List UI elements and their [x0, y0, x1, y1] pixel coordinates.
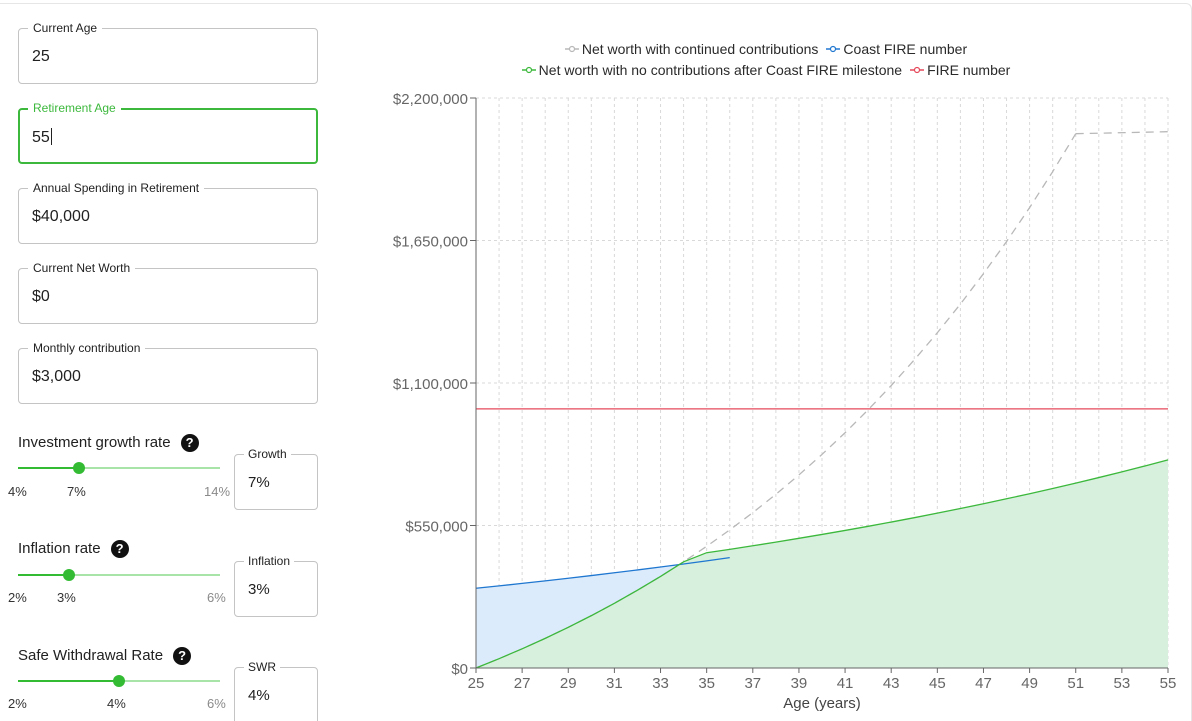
legend-item-continued[interactable]: Net worth with continued contributions — [564, 41, 819, 57]
legend-label-fire: FIRE number — [927, 62, 1011, 78]
growth-slider-fill — [18, 467, 79, 469]
legend-item-no-contrib[interactable]: Net worth with no contributions after Co… — [521, 62, 903, 78]
legend-marker-no-contrib — [521, 66, 536, 74]
inflation-field-value[interactable]: 3% — [248, 581, 270, 598]
swr-title: Safe Withdrawal Rate ? — [18, 647, 192, 665]
legend-label-coast: Coast FIRE number — [843, 41, 968, 57]
retirement-age-input[interactable]: 55 — [32, 128, 52, 147]
x-tick-label: 47 — [975, 675, 992, 692]
inflation-min-mark: 2% — [8, 590, 27, 605]
growth-rate-title: Investment growth rate ? — [18, 434, 199, 452]
legend-marker-coast — [826, 45, 841, 53]
x-tick-label: 37 — [744, 675, 761, 692]
legend-label-no-contrib: Net worth with no contributions after Co… — [538, 62, 903, 78]
growth-slider-thumb[interactable] — [72, 462, 85, 474]
retirement-age-value[interactable]: 55 — [32, 129, 50, 146]
x-tick-label: 51 — [1067, 675, 1084, 692]
x-tick-label: 35 — [698, 675, 715, 692]
monthly-contribution-value[interactable]: $3,000 — [32, 368, 81, 385]
continued-contributions-line-end — [1075, 131, 1169, 135]
net-worth-value[interactable]: $0 — [32, 288, 50, 305]
current-age-label: Current Age — [28, 21, 103, 35]
inflation-value-mark: 3% — [57, 590, 76, 605]
inflation-slider-thumb[interactable] — [62, 569, 75, 581]
inflation-rate-title: Inflation rate ? — [18, 540, 129, 558]
swr-help-icon[interactable]: ? — [173, 647, 192, 665]
text-caret — [50, 128, 52, 145]
swr-field[interactable]: SWR 4% — [234, 660, 318, 721]
retirement-age-field[interactable]: Retirement Age 55 — [18, 101, 318, 164]
x-tick-label: 53 — [1114, 675, 1131, 692]
inflation-slider-fill — [18, 574, 69, 576]
retirement-age-label: Retirement Age — [28, 101, 121, 115]
growth-help-icon[interactable]: ? — [180, 434, 199, 452]
x-tick-label: 43 — [883, 675, 900, 692]
no-contrib-line — [475, 459, 1169, 669]
inflation-field-label: Inflation — [244, 554, 295, 568]
growth-max-mark: 14% — [204, 484, 231, 499]
fire-chart: Net worth with continued contributions C… — [340, 30, 1192, 721]
legend-marker-fire — [910, 66, 925, 74]
swr-field-label: SWR — [244, 660, 280, 674]
swr-slider-thumb[interactable] — [113, 675, 125, 687]
legend-marker-continued — [564, 45, 579, 53]
swr-title-text: Safe Withdrawal Rate — [18, 647, 164, 664]
coast-fire-line — [475, 557, 730, 589]
legend-label-continued: Net worth with continued contributions — [581, 41, 819, 57]
growth-min-mark: 4% — [8, 484, 27, 499]
growth-field[interactable]: Growth 7% — [234, 447, 318, 510]
growth-value-mark: 7% — [67, 484, 86, 499]
y-tick-label: $1,650,000 — [393, 234, 468, 251]
monthly-contribution-label: Monthly contribution — [28, 341, 146, 355]
swr-min-mark: 2% — [8, 696, 27, 711]
legend-item-fire[interactable]: FIRE number — [910, 62, 1010, 78]
annual-spending-value[interactable]: $40,000 — [32, 208, 90, 225]
swr-max-mark: 6% — [207, 696, 226, 711]
x-tick-label: 49 — [1021, 675, 1038, 692]
net-worth-label: Current Net Worth — [28, 261, 136, 275]
no-contrib-area — [476, 459, 1168, 668]
annual-spending-label: Annual Spending in Retirement — [28, 181, 205, 195]
y-tick-label: $550,000 — [405, 519, 468, 536]
x-tick-label: 25 — [468, 675, 485, 692]
annual-spending-field[interactable]: Annual Spending in Retirement $40,000 — [18, 181, 318, 244]
x-tick-label: 55 — [1160, 675, 1177, 692]
x-tick-label: 33 — [652, 675, 669, 692]
x-tick-label: 29 — [560, 675, 577, 692]
y-tick-label: $1,100,000 — [393, 376, 468, 393]
monthly-contribution-field[interactable]: Monthly contribution $3,000 — [18, 341, 318, 404]
swr-slider-fill — [18, 680, 119, 682]
x-tick-label: 27 — [514, 675, 531, 692]
inflation-help-icon[interactable]: ? — [110, 540, 129, 558]
x-tick-label: 41 — [837, 675, 854, 692]
swr-field-value[interactable]: 4% — [248, 687, 270, 704]
net-worth-field[interactable]: Current Net Worth $0 — [18, 261, 318, 324]
current-age-value[interactable]: 25 — [32, 48, 50, 65]
swr-slider-track[interactable] — [18, 675, 220, 687]
y-tick-label: $2,200,000 — [393, 91, 468, 108]
inflation-slider-track[interactable] — [18, 569, 220, 581]
inflation-rate-title-text: Inflation rate — [18, 540, 101, 557]
growth-rate-title-text: Investment growth rate — [18, 434, 171, 451]
x-tick-label: 39 — [791, 675, 808, 692]
inflation-max-mark: 6% — [207, 590, 226, 605]
current-age-field[interactable]: Current Age 25 — [18, 21, 318, 84]
x-tick-label: 45 — [929, 675, 946, 692]
legend-row-2: Net worth with no contributions after Co… — [340, 62, 1192, 78]
x-tick-label: 31 — [606, 675, 623, 692]
growth-field-value[interactable]: 7% — [248, 474, 270, 491]
chart-plot-area: $0 $550,000 $1,100,000 $1,650,000 $2,200,000… — [393, 91, 1177, 712]
legend-row-1: Net worth with continued contributions C… — [340, 41, 1192, 57]
growth-field-label: Growth — [244, 447, 291, 461]
inflation-field[interactable]: Inflation 3% — [234, 554, 318, 617]
growth-slider-track[interactable] — [18, 462, 220, 474]
legend-item-coast[interactable]: Coast FIRE number — [826, 41, 967, 57]
coast-area — [476, 549, 730, 668]
x-axis-label: Age (years) — [783, 695, 861, 712]
swr-value-mark: 4% — [107, 696, 126, 711]
y-tick-label: $0 — [451, 661, 468, 678]
